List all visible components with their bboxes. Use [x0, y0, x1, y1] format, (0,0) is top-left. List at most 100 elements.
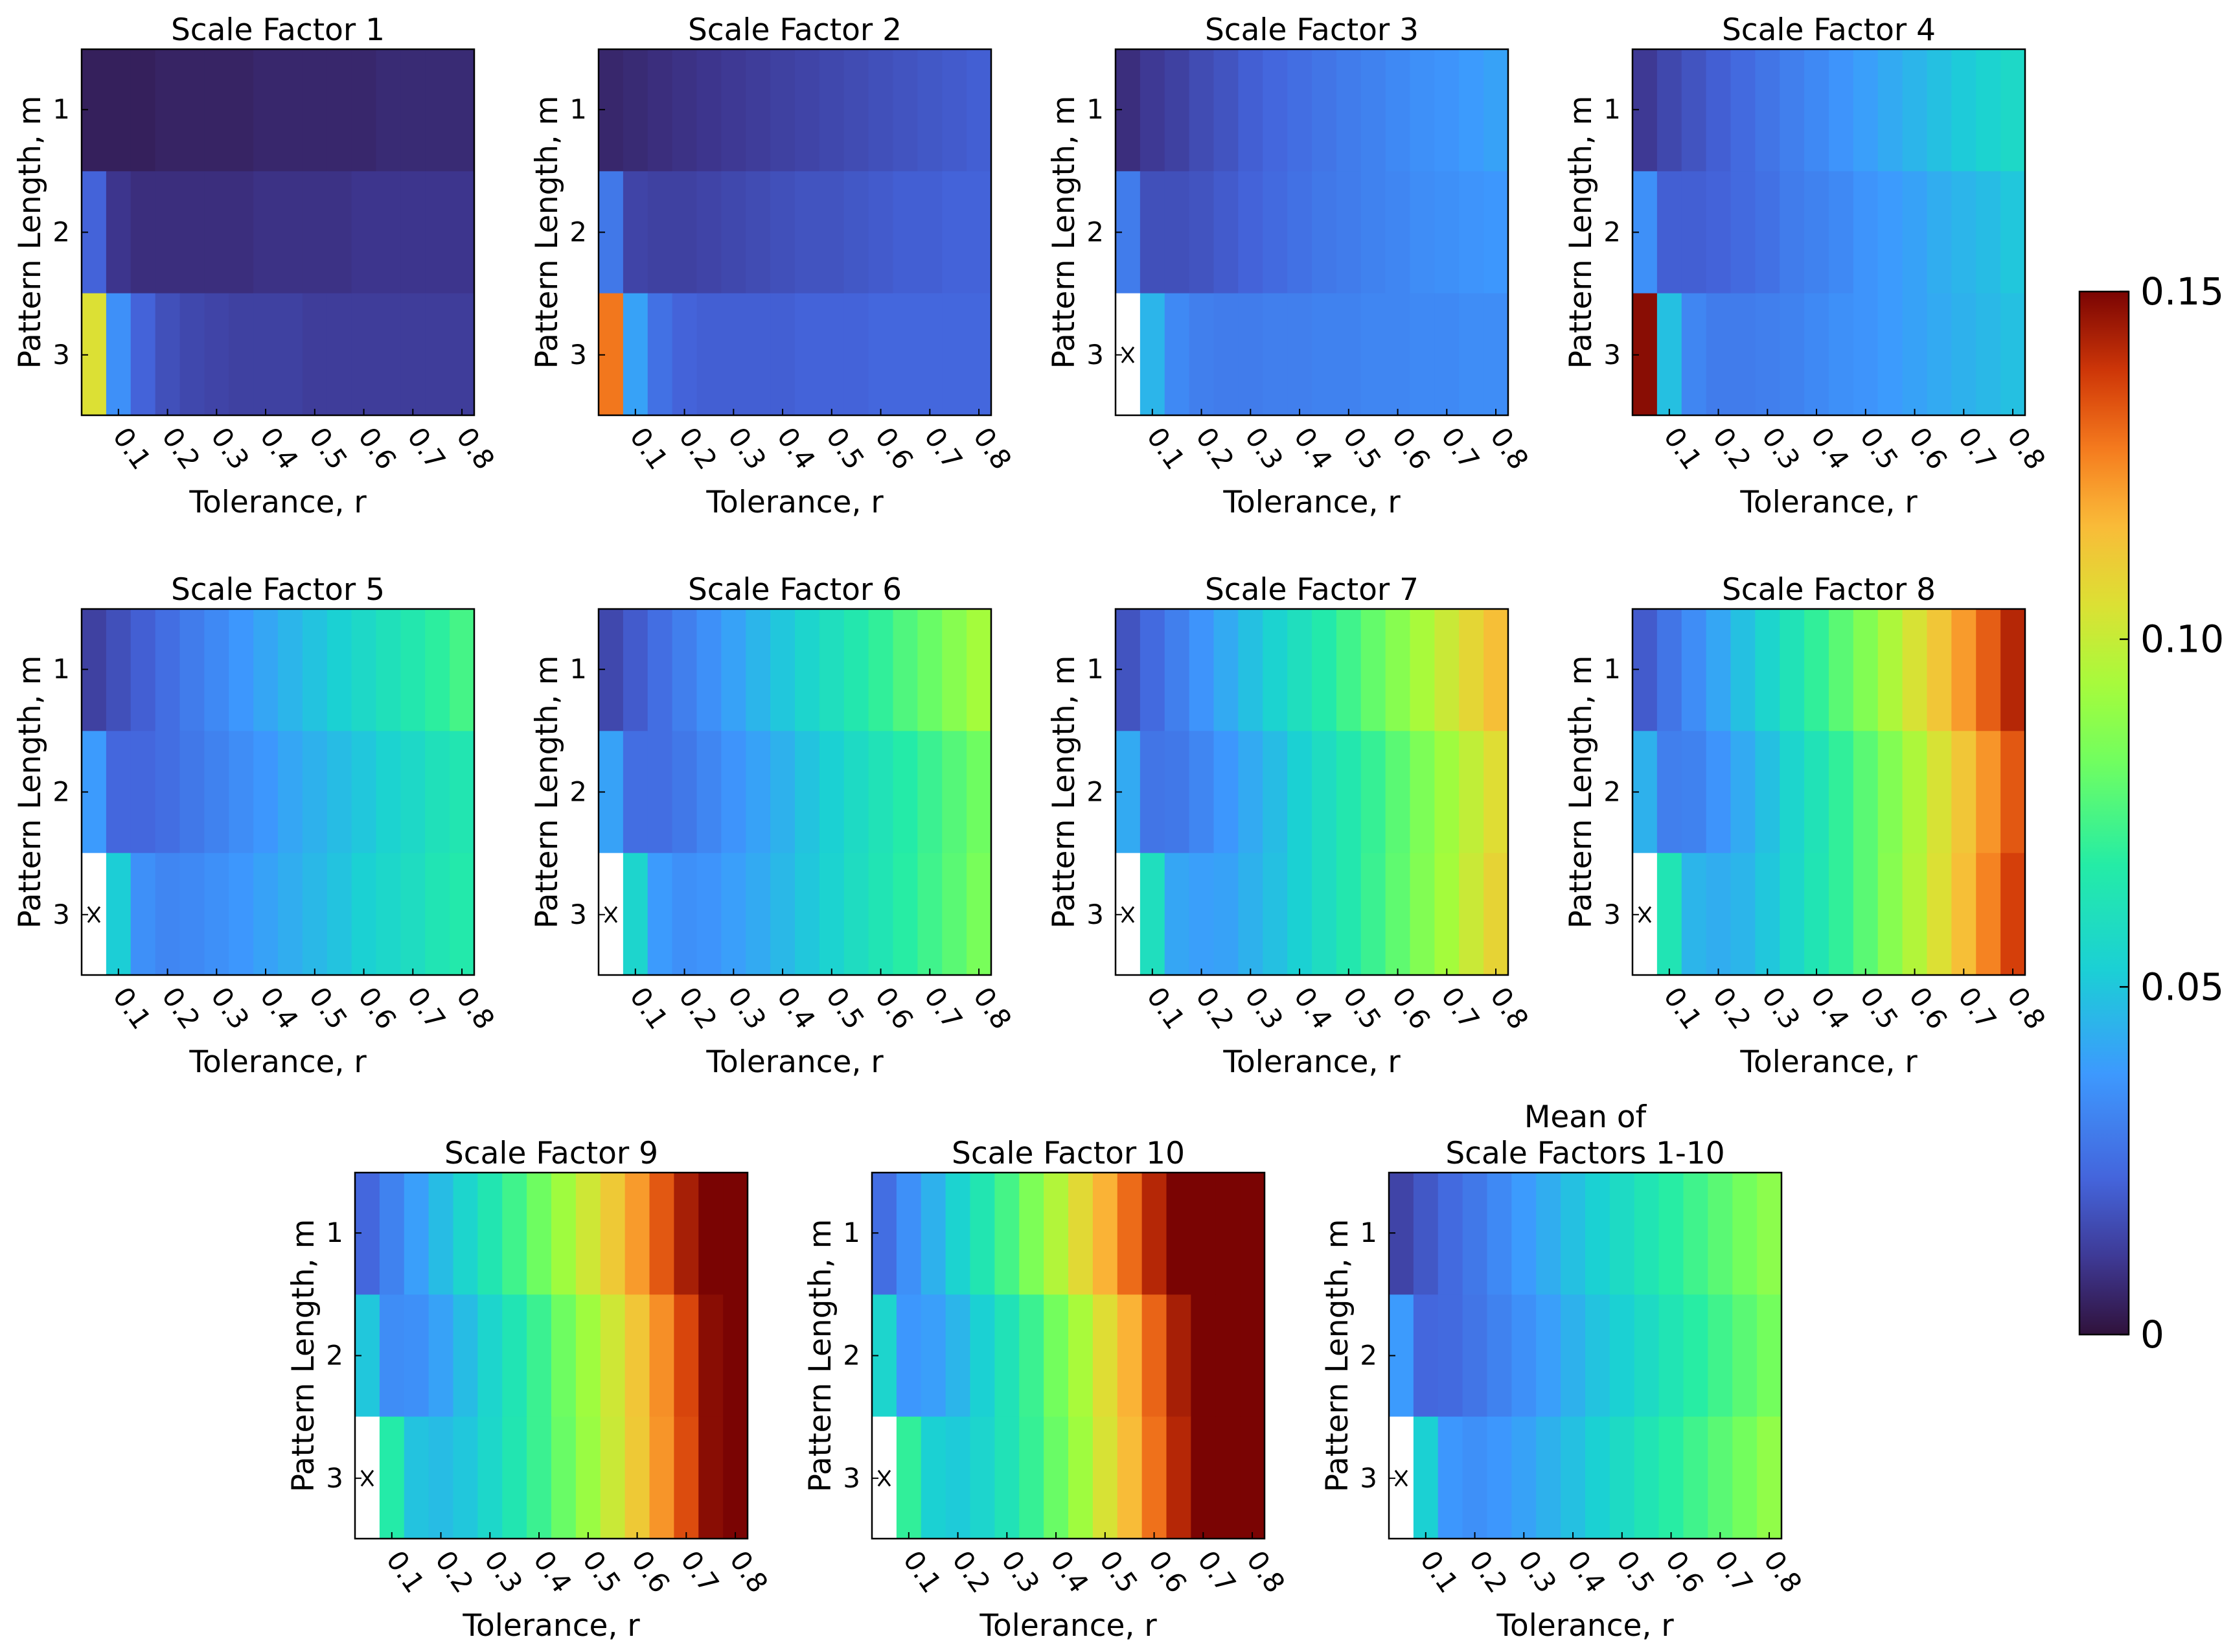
x-tick-label: 0.8 — [724, 1545, 774, 1599]
heatmap-cell — [1287, 171, 1312, 294]
heatmap-cell — [1164, 171, 1190, 294]
heatmap-cell — [1658, 1416, 1684, 1539]
heatmap-cell — [1312, 49, 1337, 172]
heatmap-cell — [204, 49, 229, 172]
heatmap-cell — [1804, 171, 1829, 294]
y-axis-label: Pattern Length, m — [529, 96, 565, 369]
heatmap-cell — [1238, 49, 1263, 172]
heatmap-cell — [1191, 1173, 1216, 1295]
heatmap-cell — [351, 49, 377, 172]
heatmap-cell — [672, 171, 698, 294]
x-axis-label: Tolerance, r — [705, 1044, 884, 1080]
heatmap-cell — [723, 1173, 748, 1295]
heatmap-cell — [2000, 609, 2026, 731]
heatmap-cell — [1141, 1416, 1167, 1539]
heatmap-cell — [623, 49, 648, 172]
heatmap-cell — [106, 731, 132, 854]
heatmap-cell — [1706, 293, 1732, 416]
missing-value-x-mark — [1638, 906, 1652, 923]
heatmap-cell — [229, 49, 254, 172]
heatmap-cell — [1213, 853, 1239, 976]
heatmap-cell — [278, 49, 303, 172]
heatmap-cell — [253, 49, 279, 172]
heatmap-cell — [1385, 609, 1411, 731]
heatmap-cell — [326, 171, 352, 294]
heatmap-cell — [945, 1416, 971, 1539]
heatmap-cell — [843, 171, 869, 294]
x-tick-label: 0.4 — [1288, 422, 1338, 476]
heatmap-cell — [868, 171, 894, 294]
heatmap-cell — [1681, 609, 1707, 731]
heatmap-cell — [1312, 853, 1337, 976]
heatmap-cell — [130, 853, 156, 976]
x-axis-label: Tolerance, r — [1496, 1608, 1674, 1644]
heatmap-cell — [400, 171, 426, 294]
panel-title: Scale Factor 3 — [1205, 12, 1419, 48]
x-tick-label: 0.5 — [1337, 981, 1388, 1035]
heatmap-cell — [450, 293, 475, 416]
heatmap-cell — [1019, 1173, 1044, 1295]
x-axis-label: Tolerance, r — [1222, 485, 1401, 520]
heatmap-cell — [1902, 853, 1928, 976]
heatmap-cell — [1189, 49, 1215, 172]
heatmap-cell — [527, 1173, 552, 1295]
heatmap-cell — [355, 1173, 380, 1295]
heatmap-cell — [379, 1294, 405, 1417]
x-tick-label: 0.8 — [1484, 422, 1535, 476]
heatmap-cell — [893, 731, 918, 854]
y-axis-label: Pattern Length, m — [529, 656, 565, 929]
x-tick-label: 0.7 — [1435, 422, 1485, 476]
heatmap-panel-5: 1 2 3 0.10.20.30.40.50.60.70.8 Tolerance, r P… — [12, 572, 501, 1080]
missing-value-x-mark — [1121, 906, 1135, 923]
heatmap-cell — [698, 1173, 724, 1295]
heatmap-cell — [1213, 609, 1239, 731]
x-tick-label: 0.4 — [771, 981, 821, 1035]
x-tick-label: 0.7 — [918, 981, 968, 1035]
x-tick-label: 0.3 — [1756, 981, 1806, 1035]
panel-title: Scale Factor 4 — [1722, 12, 1936, 48]
heatmap-cell — [1757, 1294, 1782, 1417]
heatmap-cell — [477, 1173, 503, 1295]
heatmap-cell — [967, 853, 992, 976]
heatmap-cell — [204, 293, 229, 416]
heatmap-cell — [1536, 1294, 1561, 1417]
x-tick-label: 0.4 — [254, 981, 304, 1035]
heatmap-cell — [868, 853, 894, 976]
heatmap-cell — [1951, 171, 1976, 294]
heatmap-cell — [404, 1294, 430, 1417]
heatmap-cell — [1189, 293, 1215, 416]
heatmap-cell — [1681, 49, 1707, 172]
panel-title: Scale Factor 7 — [1205, 572, 1419, 608]
heatmap-cell — [278, 853, 303, 976]
heatmap-cell — [130, 731, 156, 854]
heatmap-cell — [623, 293, 648, 416]
heatmap-cell — [1656, 49, 1682, 172]
heatmap-cell — [130, 609, 156, 731]
heatmap-cell — [155, 171, 181, 294]
heatmap-cell — [1141, 1173, 1167, 1295]
heatmap-cell — [179, 731, 205, 854]
x-tick-label: 0.8 — [450, 981, 501, 1035]
heatmap-cell — [1730, 293, 1756, 416]
x-tick-label: 0.7 — [1435, 981, 1485, 1035]
x-tick-label: 0.8 — [450, 422, 501, 476]
heatmap-cell — [425, 731, 450, 854]
y-tick-label: 1 — [1086, 93, 1104, 125]
heatmap-cell — [1287, 293, 1312, 416]
heatmap-cell — [770, 609, 796, 731]
heatmap-cell — [1166, 1294, 1191, 1417]
x-tick-label: 0.6 — [1142, 1545, 1193, 1599]
heatmap-cell — [917, 171, 943, 294]
heatmap-cell — [696, 853, 722, 976]
heatmap-cell — [229, 293, 254, 416]
heatmap-cell — [1706, 171, 1732, 294]
heatmap-cell — [1732, 1294, 1758, 1417]
heatmap-cell — [795, 293, 820, 416]
heatmap-cell — [82, 49, 107, 172]
heatmap-cell — [1385, 293, 1411, 416]
colorbar-tick-label: 0 — [2140, 1313, 2164, 1357]
colorbar: 0 0.05 0.10 0.15 — [2078, 270, 2222, 1357]
missing-value-x-mark — [87, 906, 101, 923]
x-tick-label: 0.6 — [869, 981, 919, 1035]
heatmap-cell — [896, 1416, 922, 1539]
